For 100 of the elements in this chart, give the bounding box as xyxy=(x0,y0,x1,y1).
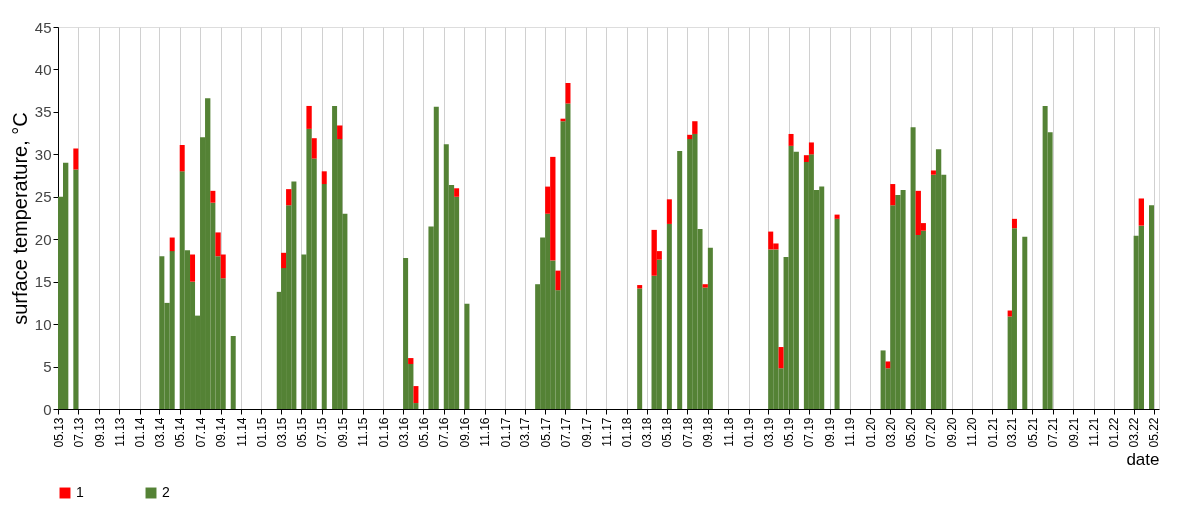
x-tick-label: 07.17 xyxy=(558,417,573,448)
y-tick-label: 35 xyxy=(34,103,52,121)
y-tick-label: 20 xyxy=(34,230,52,248)
bar xyxy=(808,142,814,155)
x-tick-label: 01.15 xyxy=(254,417,269,448)
bar xyxy=(190,254,196,282)
x-tick-label: 11.13 xyxy=(112,417,127,447)
x-tick-label: 09.14 xyxy=(214,417,229,448)
bar xyxy=(880,350,886,409)
bar xyxy=(1138,225,1144,409)
x-tick-label: 01.19 xyxy=(742,417,757,448)
x-tick-label: 05.14 xyxy=(173,417,188,448)
x-tick-label: 01.18 xyxy=(620,417,635,448)
bar xyxy=(311,138,317,159)
x-tick-label: 01.14 xyxy=(133,417,148,448)
x-tick-label: 07.16 xyxy=(437,417,452,448)
y-tick-label: 10 xyxy=(34,315,52,333)
bar xyxy=(321,171,327,185)
bar xyxy=(1149,205,1154,409)
x-tick-label: 11.14 xyxy=(234,417,249,447)
bar xyxy=(332,105,338,409)
x-tick-label: 07.19 xyxy=(802,417,817,448)
bar xyxy=(1011,228,1017,409)
bar xyxy=(73,148,79,170)
x-tick-label: 01.22 xyxy=(1107,417,1122,448)
x-tick-label: 07.20 xyxy=(924,417,939,448)
legend-label: 2 xyxy=(162,484,170,500)
bar xyxy=(834,218,840,409)
bar xyxy=(169,237,175,252)
y-tick-label: 45 xyxy=(34,18,52,36)
x-tick-label: 05.16 xyxy=(416,417,431,448)
bar xyxy=(408,358,414,365)
bar xyxy=(555,270,561,291)
bar xyxy=(692,121,698,134)
y-tick-label: 5 xyxy=(43,358,52,376)
x-tick-label: 11.20 xyxy=(965,417,980,447)
x-tick-label: 01.17 xyxy=(498,417,513,448)
bar xyxy=(656,259,662,409)
x-tick-label: 05.19 xyxy=(782,417,797,448)
bar xyxy=(210,190,216,203)
legend-label: 1 xyxy=(76,484,84,500)
bar xyxy=(803,155,809,162)
y-tick-label: 15 xyxy=(34,273,52,291)
x-tick-label: 03.16 xyxy=(396,417,411,448)
x-tick-label: 03.21 xyxy=(1005,417,1020,448)
bar xyxy=(788,133,794,146)
bar xyxy=(464,303,470,409)
y-tick-label: 40 xyxy=(34,60,52,78)
x-tick-label: 11.19 xyxy=(843,417,858,447)
x-tick-label: 05.18 xyxy=(660,417,675,448)
y-tick-label: 0 xyxy=(43,400,52,418)
bar xyxy=(677,150,683,409)
bar xyxy=(666,199,672,224)
x-tick-label: 07.13 xyxy=(71,417,86,448)
bar xyxy=(286,189,292,206)
bar xyxy=(281,252,287,269)
bar xyxy=(230,336,236,409)
x-tick-label: 05.22 xyxy=(1147,417,1162,448)
x-tick-label: 11.21 xyxy=(1087,417,1102,447)
x-tick-label: 11.15 xyxy=(356,417,371,447)
x-tick-label: 07.15 xyxy=(315,417,330,448)
x-tick-label: 03.17 xyxy=(518,417,533,448)
bar xyxy=(702,284,708,288)
bar xyxy=(930,170,936,175)
x-tick-label: 09.17 xyxy=(579,417,594,448)
bar xyxy=(73,169,79,409)
x-tick-label: 07.14 xyxy=(193,417,208,448)
x-tick-label: 11.16 xyxy=(478,417,493,447)
bar xyxy=(1138,198,1144,226)
bar xyxy=(321,184,327,409)
x-tick-label: 09.21 xyxy=(1066,417,1081,448)
bar xyxy=(707,247,713,409)
bar xyxy=(920,230,926,409)
bar xyxy=(666,223,672,409)
x-tick-label: 03.20 xyxy=(883,417,898,448)
x-tick-label: 09.19 xyxy=(823,417,838,448)
x-tick-label: 09.20 xyxy=(945,417,960,448)
x-tick-label: 11.18 xyxy=(721,417,736,447)
x-tick-label: 11.17 xyxy=(600,417,614,447)
bar xyxy=(403,257,409,409)
bar xyxy=(306,105,312,129)
bar xyxy=(454,188,460,197)
bar xyxy=(637,288,643,409)
bar xyxy=(565,83,571,104)
x-tick-label: 03.15 xyxy=(274,417,289,448)
x-tick-label: 05.13 xyxy=(51,417,66,448)
bar xyxy=(935,149,942,409)
x-tick-label: 09.18 xyxy=(701,417,716,448)
x-tick-label: 09.13 xyxy=(92,417,107,448)
x-tick-label: 01.16 xyxy=(376,417,391,448)
bar xyxy=(890,184,896,206)
x-tick-label: 01.20 xyxy=(863,417,878,448)
y-tick-label: 30 xyxy=(34,145,52,163)
bar xyxy=(413,386,419,404)
x-tick-label: 03.14 xyxy=(152,417,167,448)
x-axis-title: date xyxy=(1126,449,1160,469)
x-tick-label: 03.18 xyxy=(640,417,655,448)
x-tick-label: 01.21 xyxy=(985,417,1000,448)
x-tick-label: 09.16 xyxy=(457,417,472,448)
bar xyxy=(179,145,185,172)
